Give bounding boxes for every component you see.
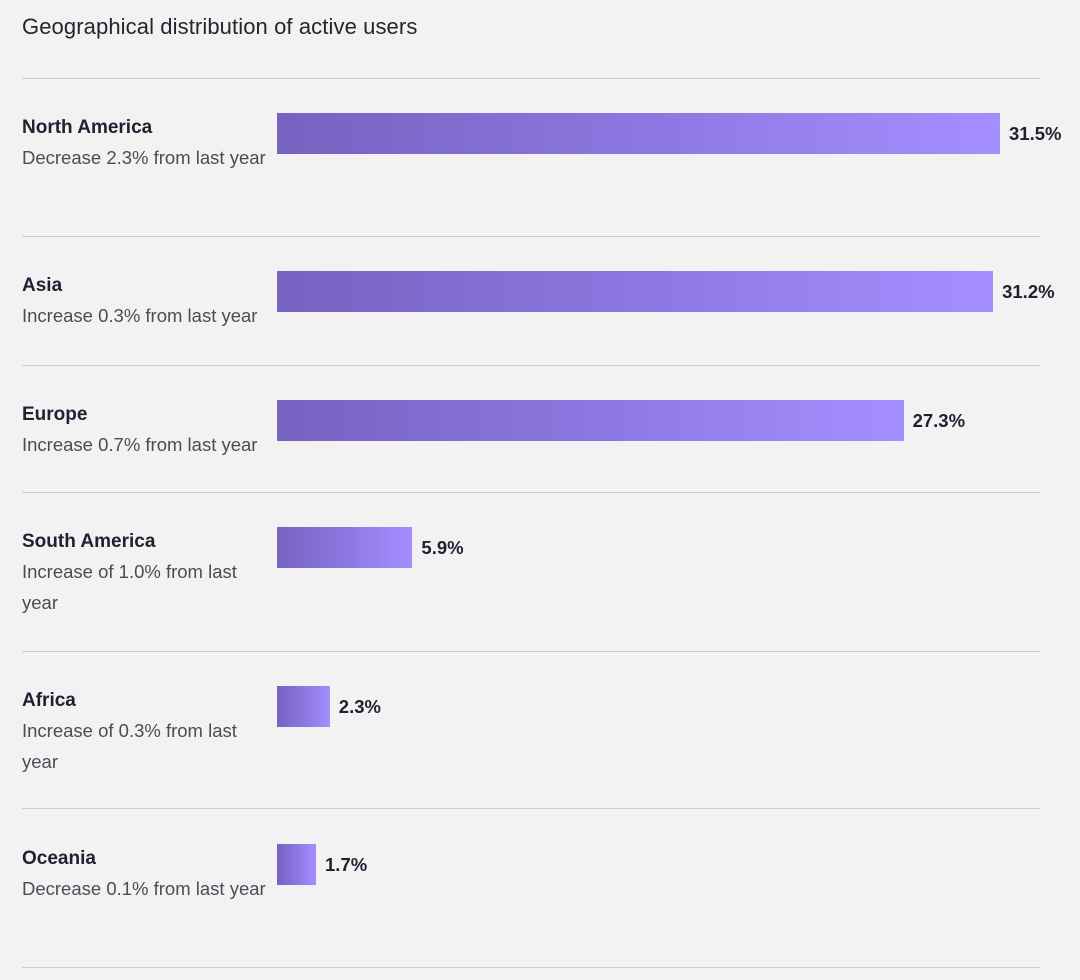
region-change-note: Increase 0.3% from last year bbox=[22, 305, 258, 326]
region-name: Oceania bbox=[22, 848, 96, 869]
region-name: Europe bbox=[22, 404, 88, 425]
bar-value-label: 31.2% bbox=[1002, 281, 1055, 302]
region-change-note: Decrease 2.3% from last year bbox=[22, 147, 266, 168]
bar bbox=[277, 686, 330, 727]
row-divider bbox=[22, 967, 1040, 968]
region-name: Asia bbox=[22, 275, 63, 296]
row-divider bbox=[22, 651, 1040, 652]
region-change-note: Increase of 1.0% from last year bbox=[22, 561, 237, 613]
bar bbox=[277, 844, 317, 885]
row-divider bbox=[22, 78, 1040, 79]
bar-value-label: 31.5% bbox=[1009, 123, 1062, 144]
bar bbox=[277, 400, 904, 441]
region-name: South America bbox=[22, 531, 156, 552]
bar-value-label: 5.9% bbox=[421, 537, 464, 558]
bar-value-label: 1.7% bbox=[325, 854, 368, 875]
bar-value-label: 27.3% bbox=[912, 410, 966, 431]
region-name: North America bbox=[22, 117, 153, 138]
bar-value-label: 2.3% bbox=[338, 696, 381, 717]
chart-title: Geographical distribution of active user… bbox=[22, 14, 418, 39]
region-name: Africa bbox=[22, 690, 76, 711]
region-change-note: Increase of 0.3% from last year bbox=[22, 720, 237, 772]
region-change-note: Increase 0.7% from last year bbox=[22, 434, 258, 455]
row-divider bbox=[22, 492, 1040, 493]
region-change-note: Decrease 0.1% from last year bbox=[22, 878, 266, 899]
bar bbox=[277, 271, 994, 312]
row-divider bbox=[22, 236, 1040, 237]
row-divider bbox=[22, 365, 1040, 366]
row-divider bbox=[22, 808, 1040, 809]
bar bbox=[277, 527, 413, 568]
bar bbox=[277, 113, 1000, 154]
